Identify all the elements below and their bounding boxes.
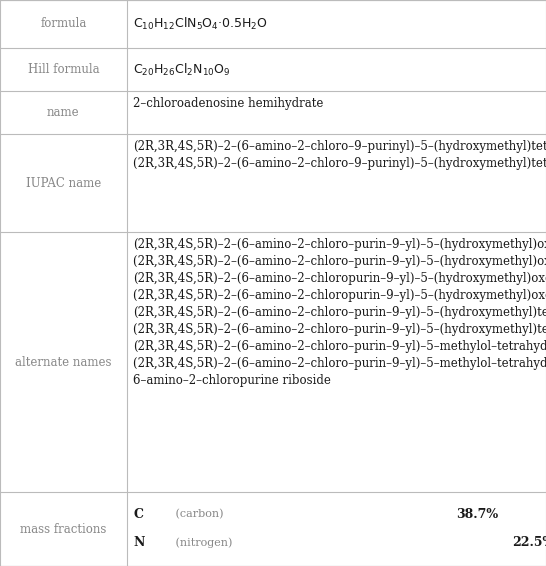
Text: formula: formula [40, 18, 86, 31]
Text: $\mathregular{C}_{20}\mathregular{H}_{26}\mathregular{Cl}_{2}\mathregular{N}_{10: $\mathregular{C}_{20}\mathregular{H}_{26… [133, 62, 230, 78]
Text: (nitrogen): (nitrogen) [171, 537, 235, 548]
Text: N: N [133, 536, 145, 549]
Text: 38.7%: 38.7% [455, 508, 498, 521]
Text: 2–chloroadenosine hemihydrate: 2–chloroadenosine hemihydrate [133, 97, 324, 110]
Text: (2R,3R,4S,5R)–2–(6–amino–2–chloro–9–purinyl)–5–(hydroxymethyl)tetrahydrofuran–3,: (2R,3R,4S,5R)–2–(6–amino–2–chloro–9–puri… [133, 140, 546, 170]
Text: alternate names: alternate names [15, 355, 111, 368]
Text: (carbon): (carbon) [171, 509, 227, 520]
Text: (2R,3R,4S,5R)–2–(6–amino–2–chloro–purin–9–yl)–5–(hydroxymethyl)oxolane–3,4–diol;: (2R,3R,4S,5R)–2–(6–amino–2–chloro–purin–… [133, 238, 546, 387]
Text: IUPAC name: IUPAC name [26, 177, 101, 190]
Text: Hill formula: Hill formula [27, 63, 99, 76]
Text: name: name [47, 106, 80, 119]
Text: $\mathregular{C}_{10}\mathregular{H}_{12}\mathregular{ClN}_{5}\mathregular{O}_{4: $\mathregular{C}_{10}\mathregular{H}_{12… [133, 16, 268, 32]
Text: mass fractions: mass fractions [20, 522, 106, 535]
Text: 22.5%: 22.5% [513, 536, 546, 549]
Text: C: C [133, 508, 143, 521]
